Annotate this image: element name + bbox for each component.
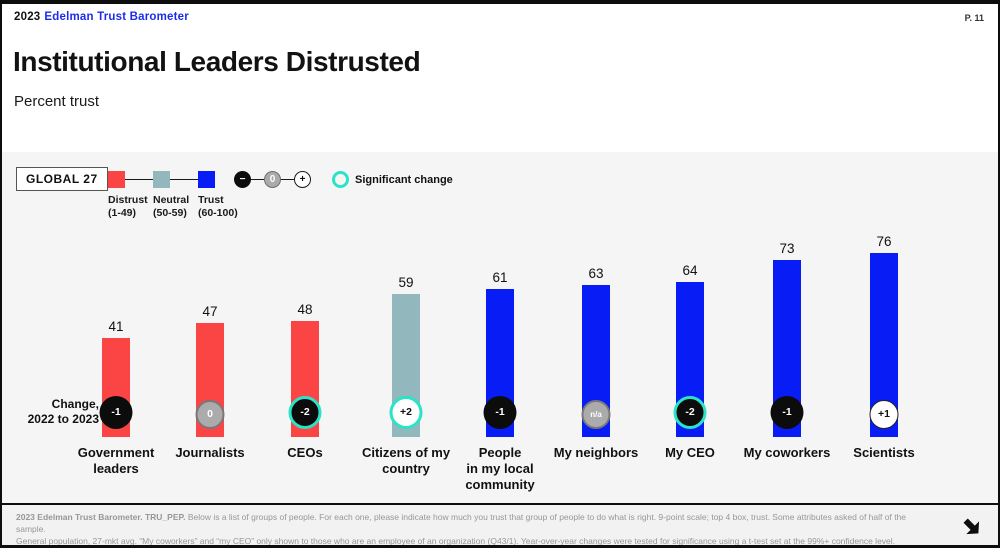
category-label: My neighbors (553, 445, 639, 460)
page-subtitle: Percent trust (14, 93, 100, 110)
legend-positive-change-icon: + (294, 171, 311, 188)
legend-neutral-label: Neutral (50-59) (153, 194, 190, 219)
change-badge: -1 (99, 396, 133, 429)
change-badge: +1 (869, 400, 899, 429)
bar-group: 61 -1 People in my local community (445, 152, 555, 503)
bar-value-label: 59 (398, 275, 414, 290)
slide-footer: 2023 Edelman Trust Barometer. TRU_PEP. B… (2, 503, 998, 546)
bar-group: 76 +1 Scientists (829, 152, 939, 503)
bar-group: 73 -1 My coworkers (732, 152, 842, 503)
legend-neutral-swatch (153, 171, 170, 188)
footnote-line2: General population, 27-mkt avg. “My cowo… (16, 536, 896, 546)
change-badge: -1 (483, 396, 517, 429)
significant-change-ring-icon (332, 171, 349, 188)
page-title: Institutional Leaders Distrusted (13, 46, 421, 77)
change-badge: -2 (673, 396, 707, 429)
change-badge: -1 (770, 396, 804, 429)
footnote-source: 2023 Edelman Trust Barometer. TRU_PEP. (16, 512, 186, 522)
bar-group: 64 -2 My CEO (635, 152, 745, 503)
change-badge: 0 (195, 400, 225, 429)
change-badge: -2 (288, 396, 322, 429)
bar-value-label: 73 (779, 241, 795, 256)
bar-value-label: 48 (297, 302, 313, 317)
bar-value-label: 63 (588, 266, 604, 281)
change-badge: +2 (389, 396, 423, 429)
legend-trust-label: Trust (60-100) (198, 194, 238, 219)
footnote: 2023 Edelman Trust Barometer. TRU_PEP. B… (16, 511, 916, 546)
change-badge: n/a (581, 400, 611, 429)
category-label: Citizens of my country (361, 445, 451, 476)
next-page-arrow-icon[interactable] (960, 515, 984, 539)
bar-group: 63 n/a My neighbors (541, 152, 651, 503)
bar-value-label: 47 (202, 304, 218, 319)
category-label: Government leaders (77, 445, 155, 476)
slide-header: 2023 Edelman Trust Barometer P. 11 Instit… (2, 4, 998, 152)
category-label: People in my local community (465, 445, 535, 492)
bar-value-label: 41 (108, 319, 124, 334)
significant-change-label: Significant change (355, 174, 453, 186)
bar-group: 41 -1 Government leaders (61, 152, 171, 503)
bar-value-label: 64 (682, 263, 698, 278)
brand-name: Edelman Trust Barometer (44, 11, 189, 23)
legend-trust-swatch (198, 171, 215, 188)
page-number: P. 11 (964, 13, 984, 23)
footnote-line1: Below is a list of groups of people. For… (16, 512, 907, 534)
change-caption-line1: Change, (51, 397, 99, 411)
change-caption: Change, 2022 to 2023 (8, 397, 99, 427)
legend-distrust-label: Distrust (1-49) (108, 194, 148, 219)
category-label: My CEO (665, 445, 715, 460)
category-label: Scientists (853, 445, 915, 460)
change-caption-line2: 2022 to 2023 (27, 412, 99, 426)
category-label: Journalists (175, 445, 245, 460)
chart-area: GLOBAL 27 Distrust (1-49) Neutral (50-59… (2, 152, 998, 503)
legend-distrust-swatch (108, 171, 125, 188)
bar-value-label: 76 (876, 234, 892, 249)
category-label: My coworkers (743, 445, 831, 460)
brandline: 2023 Edelman Trust Barometer (14, 11, 189, 23)
legend-negative-change-icon: − (234, 171, 251, 188)
bar-group: 47 0 Journalists (155, 152, 265, 503)
legend-zero-change-icon: 0 (264, 171, 281, 188)
brand-year: 2023 (14, 11, 41, 23)
bar-value-label: 61 (492, 270, 508, 285)
scope-selector[interactable]: GLOBAL 27 (16, 167, 108, 191)
bar-group: 48 -2 CEOs (250, 152, 360, 503)
category-label: CEOs (287, 445, 323, 460)
bar-group: 59 +2 Citizens of my country (351, 152, 461, 503)
